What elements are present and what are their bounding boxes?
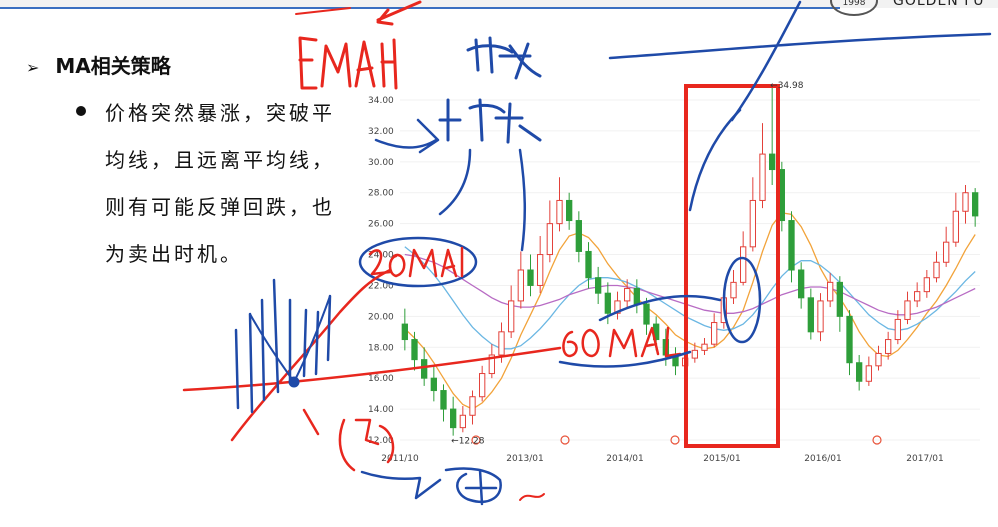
candle-body xyxy=(595,277,602,294)
candle-body xyxy=(653,323,660,341)
candle-body xyxy=(749,199,756,248)
moving-average-lines xyxy=(404,212,976,410)
candle-body xyxy=(759,153,766,201)
event-marker xyxy=(560,435,570,445)
candle-body xyxy=(585,250,592,279)
candle-body xyxy=(933,261,940,279)
y-tick-label: 20.00 xyxy=(368,312,394,322)
y-tick-label: 24.00 xyxy=(368,251,394,261)
event-markers xyxy=(471,435,882,445)
slide-heading: ➢ MA相关策略 xyxy=(26,50,171,79)
candle-body xyxy=(807,297,814,333)
y-tick-label: 28.00 xyxy=(368,189,394,199)
top-bar xyxy=(0,0,998,8)
event-marker xyxy=(471,435,481,445)
y-tick-label: 16.00 xyxy=(368,374,394,384)
y-axis-ticks: 12.00 14.00 16.00 18.00 20.00 22.00 24.00 26.00… xyxy=(368,96,394,446)
highlight-box xyxy=(684,84,780,448)
candle-body xyxy=(517,269,524,302)
candle-body xyxy=(624,288,631,302)
candle-body xyxy=(740,246,747,283)
candle-body xyxy=(527,269,534,286)
candle-body xyxy=(894,318,901,341)
bullet-dot-icon xyxy=(76,106,86,116)
y-tick-label: 14.00 xyxy=(368,405,394,415)
candle-body xyxy=(846,315,853,364)
x-tick-label: 2013/01 xyxy=(506,454,543,464)
y-tick-label: 12.00 xyxy=(368,436,394,446)
candle-body xyxy=(575,220,582,252)
candle-body xyxy=(469,396,476,416)
candle-body xyxy=(508,300,515,333)
candle-body xyxy=(450,408,457,429)
candle-body xyxy=(479,373,486,398)
y-tick-label: 26.00 xyxy=(368,220,394,230)
candle-body xyxy=(459,414,466,429)
candle-body xyxy=(537,254,544,286)
candle-body xyxy=(720,297,727,324)
candle-body xyxy=(711,322,718,345)
y-tick-label: 30.00 xyxy=(368,158,394,168)
x-tick-label: 2014/01 xyxy=(606,454,643,464)
candle-body xyxy=(962,192,969,212)
x-tick-label: 2011/10 xyxy=(381,454,419,464)
candle-body xyxy=(488,354,495,375)
line-ma-slow xyxy=(404,253,976,316)
candle-body xyxy=(566,199,573,222)
candle-body xyxy=(914,291,921,302)
candle-body xyxy=(701,343,708,351)
high-price-label: ←34.98 xyxy=(770,81,804,91)
candles xyxy=(401,84,979,436)
candle-body xyxy=(856,362,863,382)
line-ma-mid xyxy=(404,246,976,350)
candle-body xyxy=(556,199,563,225)
low-price-label: ←12.28 xyxy=(451,437,485,447)
event-marker xyxy=(872,435,882,445)
gridlines xyxy=(400,99,980,441)
candle-body xyxy=(401,323,408,341)
candle-body xyxy=(865,365,872,382)
y-tick-label: 34.00 xyxy=(368,96,394,106)
candle-body xyxy=(836,281,843,317)
candle-body xyxy=(827,281,834,302)
candle-body xyxy=(952,210,959,243)
candle-body xyxy=(672,354,679,367)
candle-body xyxy=(604,292,611,314)
candle-body xyxy=(769,153,776,171)
event-marker xyxy=(670,435,680,445)
candle-body xyxy=(421,359,428,379)
x-tick-label: 2016/01 xyxy=(804,454,841,464)
candle-body xyxy=(643,303,650,325)
candle-body xyxy=(972,192,979,217)
candle-body xyxy=(943,241,950,263)
candle-body xyxy=(875,352,882,367)
y-tick-label: 32.00 xyxy=(368,127,394,137)
bullet-text: 价格突然暴涨，突破平均线，且远离平均线，则有可能反弹回跌，也为卖出时机。 xyxy=(105,101,335,266)
candle-body xyxy=(885,339,892,354)
x-tick-label: 2017/01 xyxy=(906,454,943,464)
candle-body xyxy=(798,269,805,299)
candle-body xyxy=(730,281,737,299)
heading-text: MA相关策略 xyxy=(55,54,171,78)
heading-marker-icon: ➢ xyxy=(26,58,40,77)
y-tick-label: 18.00 xyxy=(368,343,394,353)
y-tick-label: 22.00 xyxy=(368,281,394,291)
candle-body xyxy=(546,223,553,256)
candle-body xyxy=(817,300,824,333)
candle-body xyxy=(440,390,447,410)
candle-body xyxy=(904,300,911,320)
x-axis-ticks: 2011/10 2013/01 2014/01 2015/01 2016/01 2017/… xyxy=(381,454,943,464)
candle-body xyxy=(923,277,930,293)
candle-body xyxy=(614,300,621,314)
candle-body xyxy=(691,349,698,359)
candle-body xyxy=(633,288,640,305)
x-tick-label: 2015/01 xyxy=(703,454,740,464)
candle-body xyxy=(430,377,437,392)
candle-body xyxy=(498,331,505,356)
candle-body xyxy=(662,339,669,356)
candle-body xyxy=(411,339,418,361)
candle-body xyxy=(788,220,795,271)
line-ma-fast xyxy=(404,212,976,410)
